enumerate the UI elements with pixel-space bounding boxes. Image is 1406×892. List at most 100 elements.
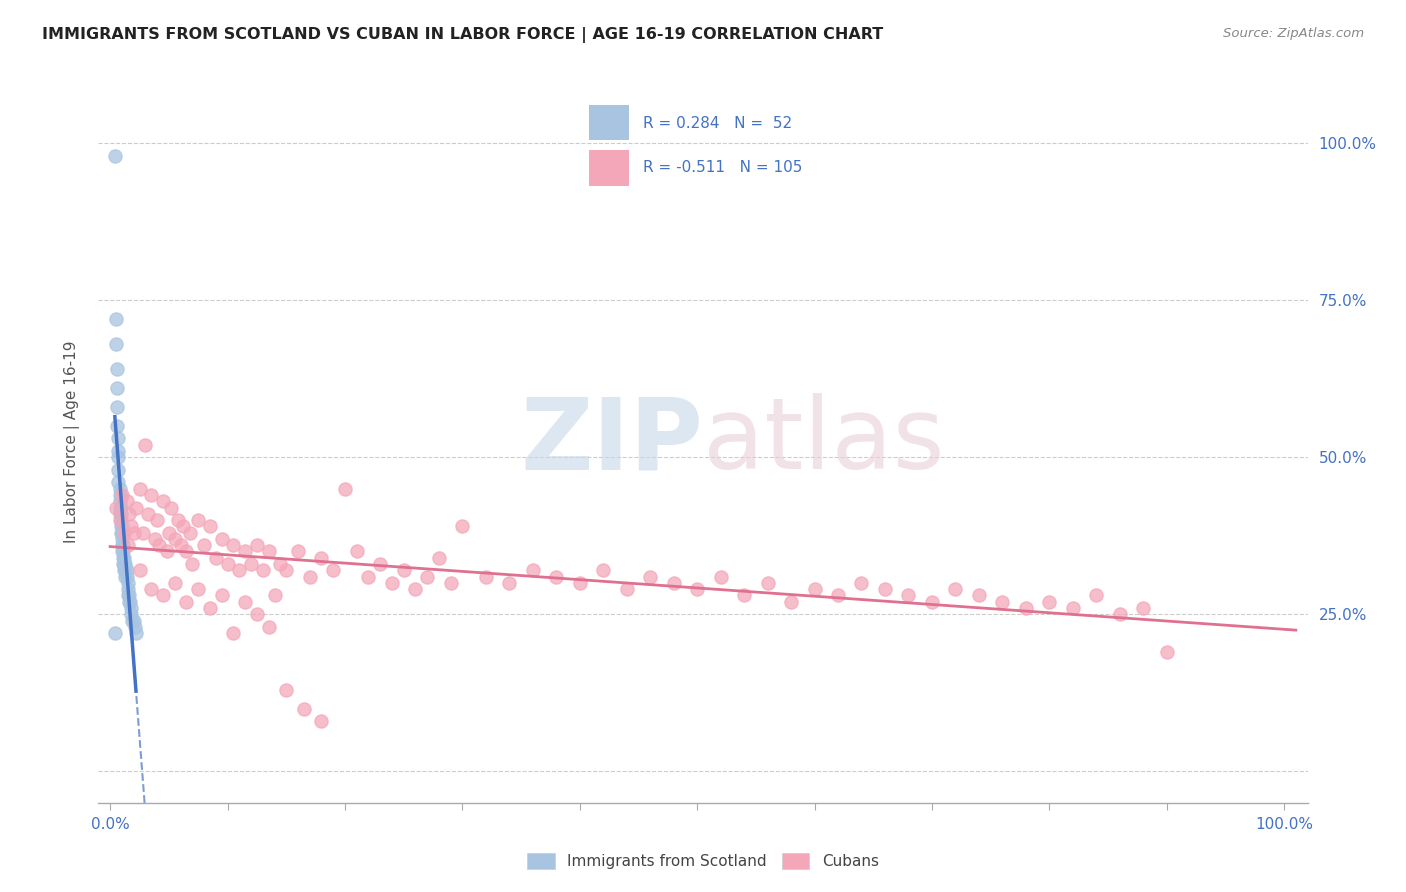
Point bbox=[118, 595, 141, 609]
Point bbox=[108, 500, 131, 515]
Point bbox=[152, 589, 174, 603]
Point bbox=[163, 532, 186, 546]
Point bbox=[112, 544, 135, 558]
Point bbox=[546, 569, 568, 583]
Point bbox=[198, 601, 221, 615]
Point bbox=[269, 557, 291, 571]
Point bbox=[107, 463, 129, 477]
Point bbox=[157, 525, 180, 540]
Point bbox=[921, 595, 943, 609]
Point bbox=[252, 563, 274, 577]
Point bbox=[568, 575, 591, 590]
Point bbox=[114, 569, 136, 583]
Point bbox=[115, 569, 138, 583]
Point bbox=[163, 575, 186, 590]
Point bbox=[392, 563, 415, 577]
Point bbox=[333, 482, 356, 496]
Point bbox=[592, 563, 614, 577]
Point bbox=[110, 519, 132, 533]
Point bbox=[107, 431, 129, 445]
Point bbox=[136, 507, 159, 521]
Point bbox=[311, 550, 333, 565]
Point bbox=[257, 544, 280, 558]
Point bbox=[662, 575, 685, 590]
Point bbox=[475, 569, 498, 583]
Point bbox=[187, 582, 209, 597]
Point bbox=[160, 500, 183, 515]
Legend: Immigrants from Scotland, Cubans: Immigrants from Scotland, Cubans bbox=[522, 847, 884, 875]
Point bbox=[1062, 601, 1084, 615]
Text: Source: ZipAtlas.com: Source: ZipAtlas.com bbox=[1223, 27, 1364, 40]
Point bbox=[104, 149, 127, 163]
Point bbox=[179, 525, 201, 540]
Point bbox=[120, 519, 142, 533]
Point bbox=[120, 595, 142, 609]
Point bbox=[427, 550, 450, 565]
Point bbox=[107, 475, 129, 490]
Point bbox=[616, 582, 638, 597]
Point bbox=[322, 563, 344, 577]
Point bbox=[132, 525, 155, 540]
Point bbox=[112, 538, 135, 552]
Point bbox=[112, 557, 135, 571]
Point bbox=[404, 582, 426, 597]
Point bbox=[105, 337, 128, 351]
Point bbox=[276, 682, 298, 697]
Point bbox=[110, 507, 132, 521]
Point bbox=[105, 381, 128, 395]
Point bbox=[240, 557, 263, 571]
Point bbox=[128, 563, 150, 577]
Point bbox=[120, 607, 142, 622]
Point bbox=[228, 563, 250, 577]
Point bbox=[233, 544, 256, 558]
Point bbox=[638, 569, 661, 583]
Point bbox=[733, 589, 755, 603]
Point bbox=[292, 701, 315, 715]
Point bbox=[945, 582, 967, 597]
Point bbox=[897, 589, 920, 603]
Point bbox=[122, 614, 145, 628]
Point bbox=[346, 544, 368, 558]
Point bbox=[233, 595, 256, 609]
Point bbox=[111, 532, 134, 546]
Point bbox=[439, 575, 461, 590]
Point bbox=[298, 569, 321, 583]
Point bbox=[110, 500, 132, 515]
Point bbox=[134, 438, 156, 452]
Point bbox=[756, 575, 779, 590]
Point bbox=[246, 607, 269, 622]
Point bbox=[114, 557, 136, 571]
Point bbox=[710, 569, 733, 583]
Point bbox=[155, 544, 177, 558]
Point bbox=[125, 500, 148, 515]
Point bbox=[246, 538, 269, 552]
Point bbox=[128, 482, 150, 496]
Point bbox=[780, 595, 803, 609]
Point bbox=[498, 575, 520, 590]
Point bbox=[112, 550, 135, 565]
Point bbox=[110, 513, 132, 527]
Point bbox=[357, 569, 380, 583]
Point bbox=[803, 582, 825, 597]
Point bbox=[686, 582, 709, 597]
Point bbox=[257, 620, 280, 634]
Point bbox=[122, 525, 145, 540]
Point bbox=[107, 450, 129, 465]
Point bbox=[451, 519, 474, 533]
Y-axis label: In Labor Force | Age 16-19: In Labor Force | Age 16-19 bbox=[63, 340, 80, 543]
Point bbox=[111, 519, 134, 533]
Point bbox=[1038, 595, 1060, 609]
Point bbox=[172, 519, 194, 533]
Text: ZIP: ZIP bbox=[520, 393, 703, 490]
Point bbox=[198, 519, 221, 533]
Point bbox=[105, 500, 128, 515]
Point bbox=[991, 595, 1014, 609]
Point bbox=[176, 544, 198, 558]
Point bbox=[112, 557, 135, 571]
Point bbox=[222, 626, 245, 640]
Point bbox=[110, 525, 132, 540]
Point bbox=[111, 488, 134, 502]
Point bbox=[112, 525, 135, 540]
Point bbox=[121, 614, 143, 628]
Point bbox=[105, 312, 128, 326]
